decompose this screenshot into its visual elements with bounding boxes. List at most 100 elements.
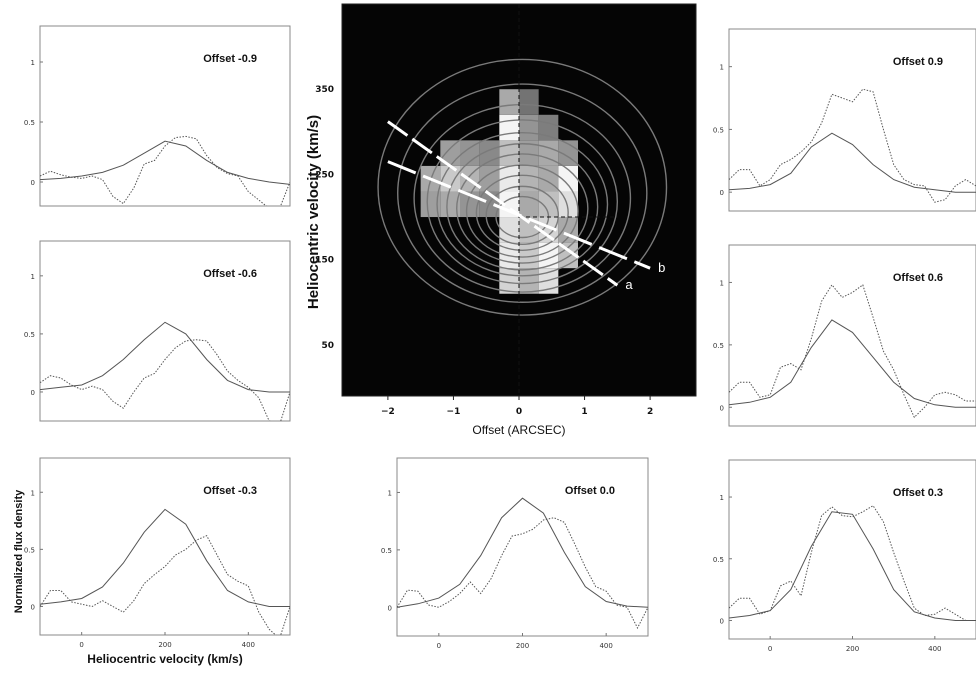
spectrum-panel: 0 0.5 1 0 200 400 Offset -0.3 Heliocentric velo… [13,457,291,666]
map-cell [420,191,441,218]
overlay-line-a [387,120,619,287]
panel-frame [39,240,291,422]
y-tick-label: 0 [388,604,392,612]
y-tick-label: 1 [720,279,724,287]
spectrum-panel: 0 0.5 1 Offset 0.6 [713,244,976,427]
x-tick-label: 400 [242,641,255,649]
map-x-tick-label: −1 [447,407,461,417]
y-tick-label: 0.5 [713,126,724,134]
contour-line [485,185,560,246]
spectrum-panel: 0 0.5 1 0 200 400 Offset 0.0 [381,457,649,650]
panel-frame [396,457,649,637]
map-y-tick-label: 50 [321,341,334,351]
spectrum-panel: 0 0.5 1 Offset -0.9 [24,25,291,207]
panel-title: Offset 0.6 [893,272,943,284]
contour-line [426,119,619,285]
x-tick-label: 400 [599,642,612,650]
y-tick-label: 1 [720,64,724,72]
map-x-tick-label: 2 [647,407,653,417]
model-spectrum-line [40,140,290,185]
map-cell [538,191,559,218]
y-tick-label: 0 [31,389,35,397]
model-spectrum-line [729,319,976,408]
y-tick-label: 1 [720,494,724,502]
map-x-tick-label: −2 [381,407,395,417]
x-tick-label: 0 [768,645,772,653]
map-cell [499,140,519,166]
contour-line [413,103,632,293]
overlay-line-label-b: b [658,260,665,275]
x-tick-label: 0 [437,642,441,650]
contour-line [446,143,599,271]
observed-spectrum-line [729,88,976,203]
panel-frame [728,28,976,212]
y-tick-label: 0.5 [713,342,724,350]
y-tick-label: 1 [31,273,35,281]
contour-line [436,131,609,277]
x-tick-label: 400 [928,645,941,653]
map-cell [499,89,519,115]
model-spectrum-line [397,497,648,608]
model-spectrum-line [40,508,290,607]
y-tick-label: 1 [31,59,35,67]
contour-line [465,164,579,258]
panel-title: Offset -0.9 [203,53,257,65]
map-y-tick-label: 150 [315,256,334,266]
contour-line [397,83,648,303]
map-cell [519,114,539,141]
map-cell [519,268,539,294]
y-tick-label: 0 [720,617,724,625]
panel-frame [728,459,976,640]
map-cell [499,114,519,141]
spectrum-panel: 0 0.5 1 Offset 0.9 [713,28,976,212]
x-axis-label: Heliocentric velocity (km/s) [87,652,242,666]
contour-line [456,153,589,264]
y-tick-label: 0 [31,603,35,611]
panel-title: Offset 0.3 [893,487,943,499]
overlay-line-label-a: a [625,277,633,292]
contour-line [475,174,569,251]
map-x-axis-label: Offset (ARCSEC) [472,423,565,437]
y-tick-label: 1 [388,489,392,497]
model-spectrum-line [729,132,976,193]
map-cell [519,165,539,192]
map-cell [440,191,460,218]
y-tick-label: 0.5 [24,331,35,339]
panel-title: Offset 0.0 [565,485,615,497]
spectrum-panel: 0 0.5 1 0 200 400 Offset 0.3 [713,459,976,653]
x-tick-label: 0 [79,641,83,649]
map-cell [538,114,559,141]
map-cell [519,89,539,115]
map-y-tick-label: 250 [315,170,334,180]
map-x-tick-label: 1 [581,407,587,417]
map-cell [479,165,500,192]
y-tick-label: 0 [720,404,724,412]
map-y-tick-label: 350 [315,85,334,95]
map-cell [558,165,578,192]
y-tick-label: 0 [31,179,35,187]
x-tick-label: 200 [846,645,859,653]
y-tick-label: 1 [31,489,35,497]
observed-spectrum-line [40,339,290,421]
y-tick-label: 0.5 [24,119,35,127]
map-contours [377,58,668,316]
panel-frame [39,457,291,636]
y-tick-label: 0.5 [24,546,35,554]
map-cell [519,191,539,218]
spectrum-panel: 0 0.5 1 Offset -0.6 [24,240,291,422]
map-cell [558,191,578,218]
x-tick-label: 200 [158,641,171,649]
map-x-tick-label: 0 [516,407,522,417]
map-cell [499,165,519,192]
model-spectrum-line [40,321,290,393]
y-axis-label: Normalized flux density [13,489,25,613]
panel-title: Offset -0.6 [203,268,257,280]
y-tick-label: 0.5 [381,547,392,555]
y-tick-label: 0 [720,189,724,197]
panel-title: Offset 0.9 [893,56,943,68]
map-y-axis-label: Heliocentric velocity (km/s) [305,115,322,309]
map-cell [519,140,539,166]
contour-line [377,58,668,316]
observed-spectrum-line [729,505,976,621]
